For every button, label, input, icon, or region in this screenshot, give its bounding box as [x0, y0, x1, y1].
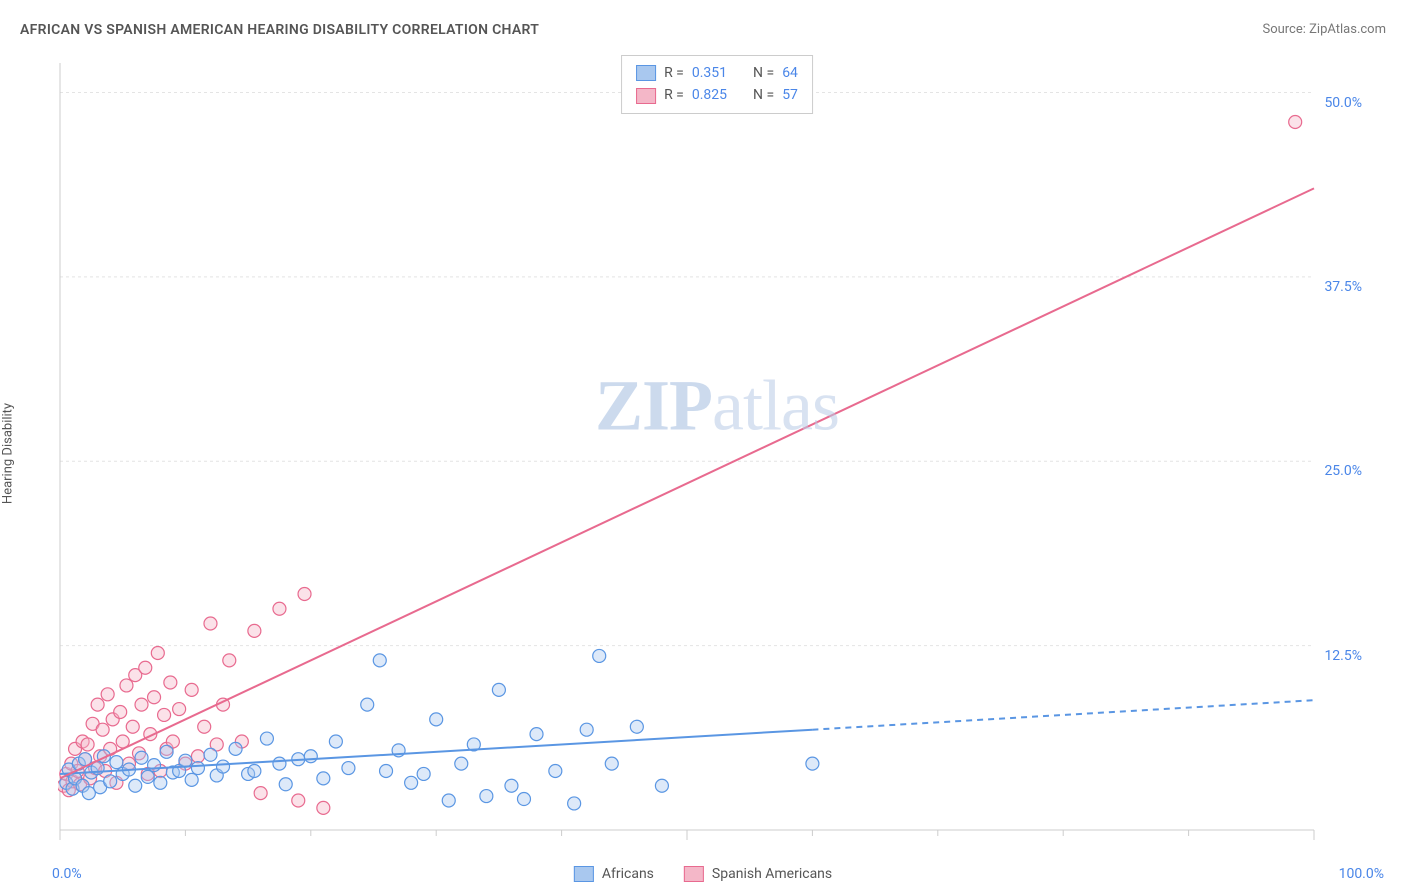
source-link[interactable]: ZipAtlas.com	[1309, 22, 1386, 37]
correlation-legend: R = 0.351 N = 64 R = 0.825 N = 57	[621, 55, 813, 114]
n-value-africans: 64	[782, 62, 798, 84]
chart-area: R = 0.351 N = 64 R = 0.825 N = 57 ZIPatl…	[48, 55, 1386, 852]
y-tick-label: 50.0%	[1324, 95, 1362, 111]
y-tick-label: 12.5%	[1324, 648, 1362, 664]
legend-label-spanish: Spanish Americans	[712, 866, 832, 882]
source-attribution: Source: ZipAtlas.com	[1262, 22, 1386, 37]
legend-swatch-africans-bottom	[574, 866, 594, 882]
chart-title: AFRICAN VS SPANISH AMERICAN HEARING DISA…	[20, 22, 539, 38]
x-tick-min: 0.0%	[52, 866, 82, 882]
x-tick-max: 100.0%	[1339, 866, 1384, 882]
y-axis-label: Hearing Disability	[1, 403, 16, 504]
r-value-africans: 0.351	[692, 62, 727, 84]
scatter-plot	[58, 55, 1386, 852]
legend-row-africans: R = 0.351 N = 64	[636, 62, 798, 84]
series-legend: Africans Spanish Americans	[574, 866, 832, 882]
legend-swatch-spanish	[636, 88, 656, 104]
source-label: Source:	[1262, 22, 1309, 37]
legend-item-africans: Africans	[574, 866, 654, 882]
n-value-spanish: 57	[782, 84, 798, 106]
legend-label-africans: Africans	[602, 866, 654, 882]
y-tick-label: 37.5%	[1324, 279, 1362, 295]
legend-swatch-africans	[636, 65, 656, 81]
legend-item-spanish: Spanish Americans	[684, 866, 832, 882]
n-label: N =	[753, 84, 774, 106]
r-label: R =	[664, 62, 684, 84]
r-label: R =	[664, 84, 684, 106]
y-tick-label: 25.0%	[1324, 463, 1362, 479]
r-value-spanish: 0.825	[692, 84, 727, 106]
legend-row-spanish: R = 0.825 N = 57	[636, 84, 798, 106]
legend-swatch-spanish-bottom	[684, 866, 704, 882]
n-label: N =	[753, 62, 774, 84]
